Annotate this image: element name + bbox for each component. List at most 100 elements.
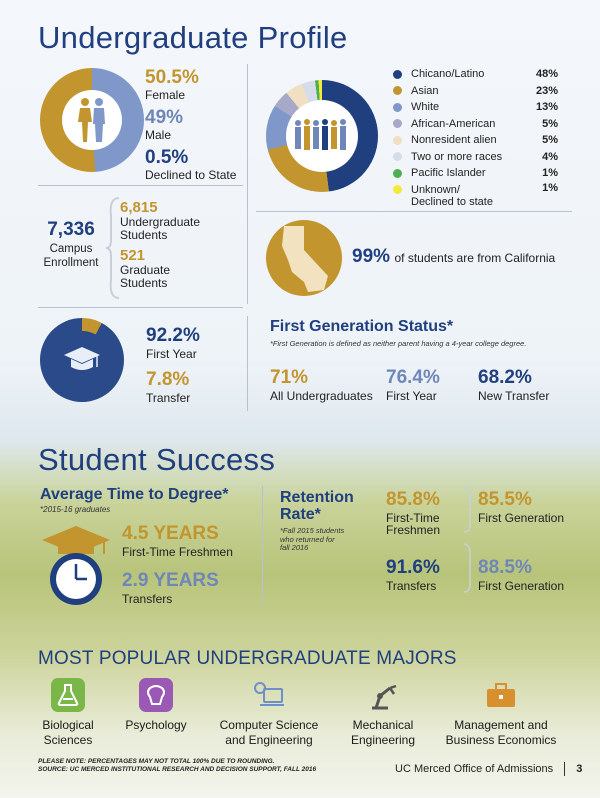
bracket-icon	[105, 197, 120, 299]
first-gen-title: First Generation Status*	[270, 318, 454, 335]
legend-swatch	[393, 86, 402, 96]
first-gen-transfer-label: New Transfer	[478, 389, 550, 403]
ethnicity-legend: Chicano/Latino 48% Asian 23% White 13% African…	[393, 66, 558, 210]
graduation-cap-icon	[64, 347, 100, 370]
undergrad-count: 6,815	[120, 199, 158, 216]
first-gen-transfer-value: 68.2%	[478, 367, 532, 388]
admission-donut	[40, 318, 124, 402]
first-gen-first-year-value: 76.4%	[386, 367, 440, 388]
enrollment-label: Enrollment	[43, 256, 99, 269]
transfer-pct: 7.8%	[146, 369, 190, 390]
undergrad-label: Undergraduate	[120, 215, 201, 230]
retention-note-2: who returned for	[280, 534, 335, 544]
brain-icon	[139, 678, 173, 712]
legend-label-line: Two or more races	[411, 150, 503, 163]
briefcase-icon	[484, 678, 518, 712]
gender-donut	[40, 68, 144, 172]
legend-swatch	[393, 119, 402, 129]
footer-note: PLEASE NOTE: PERCENTAGES MAY NOT TOTAL 1…	[38, 758, 275, 765]
legend-label: Nonresident alien	[411, 134, 497, 146]
major-mechanical-engineering: Mechanical Engineering	[338, 678, 428, 748]
legend-swatch	[393, 135, 402, 145]
grad-label-2: Students	[120, 276, 168, 291]
legend-value: 1%	[542, 167, 558, 180]
first-year-label: First Year	[146, 347, 197, 361]
retention-ftf-value: 85.8%	[386, 489, 440, 510]
retention-ftf-label: First-Time	[386, 511, 440, 525]
retention-transfer-label: Transfers	[386, 579, 437, 593]
footer-divider	[564, 762, 566, 776]
campus-label: Campus	[49, 243, 93, 255]
page-title: Undergraduate Profile	[38, 20, 348, 55]
group-icon	[295, 119, 346, 150]
legend-item: White 13%	[393, 99, 558, 116]
legend-value: 23%	[535, 84, 558, 97]
divider	[247, 64, 248, 304]
legend-label: Chicano/Latino	[411, 68, 484, 80]
legend-label: Asian	[411, 85, 439, 97]
legend-label: White	[411, 101, 439, 113]
major-computer-science: Computer Science and Engineering	[212, 678, 326, 748]
section-title: Student Success	[38, 442, 276, 477]
grad-count: 521	[120, 247, 146, 265]
people-icon	[78, 98, 105, 142]
first-year-pct: 92.2%	[146, 325, 200, 346]
retention-note-3: fall 2016	[280, 543, 309, 553]
time-to-degree-title: Average Time to Degree*	[40, 486, 229, 503]
ethnicity-donut	[266, 80, 378, 192]
major-psychology: Psychology	[118, 678, 194, 733]
page-number: 3	[576, 762, 583, 775]
freshmen-years-label: First-Time Freshmen	[122, 545, 233, 559]
major-biological-sciences: Biological Sciences	[30, 678, 106, 748]
male-pct: 49%	[145, 107, 184, 128]
legend-value: 1%	[542, 181, 558, 194]
laptop-gears-icon	[252, 678, 286, 712]
freshmen-years: 4.5 YEARS	[122, 523, 219, 544]
major-label: Mechanical	[352, 718, 414, 732]
first-gen-all-value: 71%	[270, 367, 309, 388]
retention-title: Retention	[280, 489, 354, 506]
robot-arm-icon	[366, 678, 400, 712]
legend-label-line-2: Declined to state	[411, 195, 493, 208]
retention-note: *Fall 2015 students	[280, 526, 345, 535]
grad-label: Graduate	[120, 263, 171, 278]
major-label: Biological	[42, 718, 94, 732]
legend-item: African-American 5%	[393, 116, 558, 133]
legend-label-line: Chicano/Latino	[411, 68, 485, 81]
legend-label: Pacific Islander	[411, 167, 486, 179]
divider	[256, 211, 572, 212]
legend-label-line: Asian	[411, 84, 439, 97]
major-label: Computer Science	[219, 718, 319, 732]
legend-label-line: Pacific Islander	[411, 167, 486, 180]
legend-item: Two or more races 4%	[393, 149, 558, 166]
legend-label-line: Nonresident alien	[411, 134, 497, 147]
major-label-2: Sciences	[43, 733, 93, 747]
legend-label-line: African-American	[411, 117, 496, 130]
transfer-years-label: Transfers	[122, 592, 173, 606]
legend-swatch	[393, 102, 402, 112]
legend-label-line: White	[411, 101, 440, 114]
divider	[262, 486, 263, 604]
divider	[247, 316, 248, 411]
legend-swatch	[393, 152, 402, 162]
divider	[38, 185, 243, 186]
major-label: Psychology	[125, 718, 187, 732]
legend-value: 48%	[535, 68, 558, 81]
transfer-years: 2.9 YEARS	[122, 570, 219, 591]
legend-item: Pacific Islander 1%	[393, 165, 558, 182]
retention-transfer-value: 91.6%	[386, 557, 440, 578]
female-pct: 50.5%	[145, 67, 199, 88]
legend-swatch	[393, 184, 402, 194]
first-gen-all-label: All Undergraduates	[270, 389, 373, 403]
first-gen-first-year-label: First Year	[386, 389, 437, 403]
retention-title-2: Rate*	[280, 506, 321, 523]
transfer-label: Transfer	[146, 391, 191, 405]
legend-label: African-American	[411, 118, 495, 130]
legend-swatch	[393, 69, 402, 79]
retention-transfer-gen-label: First Generation	[478, 579, 565, 593]
flask-icon	[51, 678, 85, 712]
retention-transfer-gen-value: 88.5%	[478, 557, 532, 578]
first-gen-note: *First Generation is defined as neither …	[270, 339, 527, 348]
undergrad-label-2: Students	[120, 228, 168, 243]
divider	[38, 307, 243, 308]
